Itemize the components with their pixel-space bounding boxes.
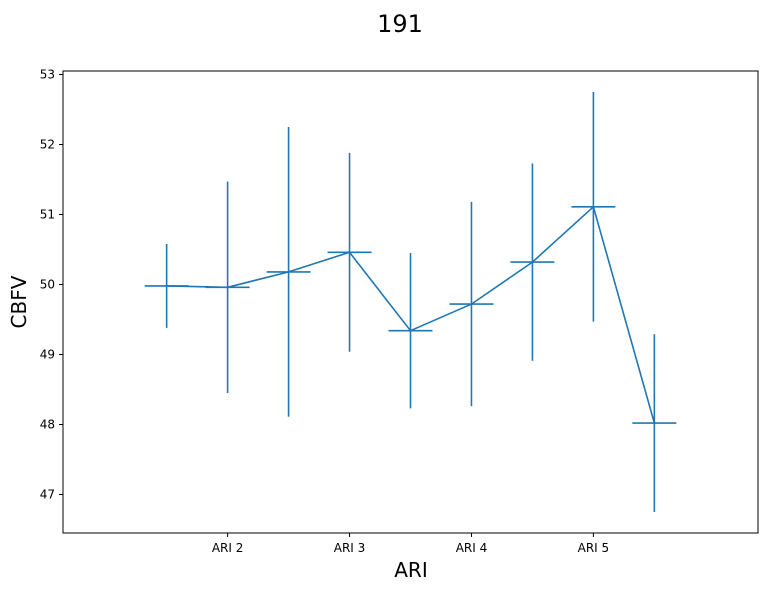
chart-title: 191 [377,10,423,38]
y-tick-label: 51 [40,208,55,222]
y-axis: 47 48 49 50 51 52 53 [40,68,63,502]
x-tick-label: ARI 2 [212,541,244,555]
plot-area-frame [62,70,759,534]
y-tick-label: 52 [40,138,55,152]
x-axis-label: ARI [394,558,427,582]
x-tick-label: ARI 4 [456,541,488,555]
y-tick-label: 53 [40,68,55,82]
y-tick-label: 47 [40,488,55,502]
y-tick-label: 49 [40,348,55,362]
data-series [144,92,677,512]
y-tick-label: 48 [40,418,55,432]
x-axis: ARI 2 ARI 3 ARI 4 ARI 5 [212,533,609,555]
y-tick-label: 50 [40,278,55,292]
x-tick-label: ARI 5 [578,541,610,555]
y-axis-label: CBFV [7,275,31,328]
x-tick-label: ARI 3 [334,541,366,555]
